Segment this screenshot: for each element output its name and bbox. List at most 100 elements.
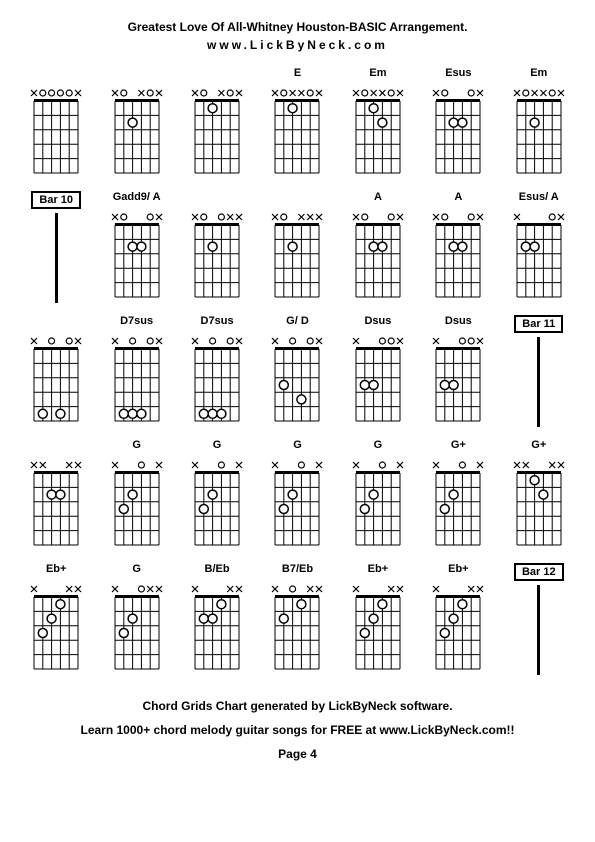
- chord-cell: Dsus: [342, 315, 414, 431]
- bar-label: Bar 11: [514, 315, 563, 333]
- chord-cell: [20, 315, 92, 431]
- chord-name: A: [454, 191, 462, 205]
- chord-cell: B7/Eb: [261, 563, 333, 679]
- website-url: www.LickByNeck.com: [20, 38, 575, 52]
- chord-diagram: [26, 83, 86, 183]
- chord-diagram: [348, 83, 408, 183]
- chord-diagram: [187, 207, 247, 307]
- chord-cell: [20, 439, 92, 555]
- chord-name: B7/Eb: [282, 563, 313, 577]
- chord-diagram: [187, 83, 247, 183]
- chord-diagram: [107, 83, 167, 183]
- chord-cell: Em: [342, 67, 414, 183]
- bar-divider-line: [55, 213, 58, 303]
- chord-name: E: [294, 67, 301, 81]
- chord-diagram: [107, 331, 167, 431]
- chord-cell: G: [181, 439, 253, 555]
- bar-divider-line: [537, 585, 540, 675]
- chord-diagram: [267, 331, 327, 431]
- chord-diagram: [428, 455, 488, 555]
- chord-cell: Bar 10: [20, 191, 92, 307]
- chord-name: D7sus: [201, 315, 234, 329]
- chord-diagram: [267, 207, 327, 307]
- chord-diagram: [348, 579, 408, 679]
- chord-diagram: [509, 83, 569, 183]
- chord-diagram: [187, 331, 247, 431]
- chord-diagram: [348, 207, 408, 307]
- chord-diagram: [428, 207, 488, 307]
- chord-cell: Bar 12: [503, 563, 575, 679]
- footer-line-1: Chord Grids Chart generated by LickByNec…: [20, 699, 575, 713]
- chord-name: G: [213, 439, 222, 453]
- chord-diagram: [509, 455, 569, 555]
- chord-name: Esus/ A: [519, 191, 559, 205]
- chord-name: A: [374, 191, 382, 205]
- chord-cell: Gadd9/ A: [100, 191, 172, 307]
- chord-cell: G: [100, 563, 172, 679]
- chord-diagram: [267, 455, 327, 555]
- chord-diagram: [428, 579, 488, 679]
- chord-cell: A: [422, 191, 494, 307]
- chord-cell: Eb+: [342, 563, 414, 679]
- chord-name: Dsus: [364, 315, 391, 329]
- chord-cell: Eb+: [422, 563, 494, 679]
- chord-cell: G: [342, 439, 414, 555]
- chord-name: G: [293, 439, 302, 453]
- chord-name: Em: [530, 67, 547, 81]
- chord-diagram: [107, 579, 167, 679]
- chord-cell: Esus: [422, 67, 494, 183]
- chord-cell: Em: [503, 67, 575, 183]
- chord-cell: Eb+: [20, 563, 92, 679]
- chord-cell: D7sus: [100, 315, 172, 431]
- chord-diagram: [348, 331, 408, 431]
- chord-cell: G+: [503, 439, 575, 555]
- chord-cell: Esus/ A: [503, 191, 575, 307]
- chord-cell: [181, 191, 253, 307]
- chord-cell: G/ D: [261, 315, 333, 431]
- chord-name: Eb+: [46, 563, 66, 577]
- chord-name: G: [132, 563, 141, 577]
- chord-diagram: [267, 83, 327, 183]
- chord-cell: Dsus: [422, 315, 494, 431]
- chord-name: Dsus: [445, 315, 472, 329]
- chord-name: G: [374, 439, 383, 453]
- chord-cell: A: [342, 191, 414, 307]
- chord-diagram: [187, 579, 247, 679]
- bar-label: Bar 10: [31, 191, 81, 209]
- chord-diagram: [26, 455, 86, 555]
- chord-cell: B/Eb: [181, 563, 253, 679]
- chord-cell: [261, 191, 333, 307]
- chord-cell: [20, 67, 92, 183]
- chord-cell: G: [100, 439, 172, 555]
- chord-diagram: [26, 579, 86, 679]
- bar-label: Bar 12: [514, 563, 564, 581]
- chord-name: Em: [369, 67, 386, 81]
- chord-diagram: [428, 331, 488, 431]
- chord-name: Eb+: [448, 563, 468, 577]
- chord-diagram: [187, 455, 247, 555]
- bar-divider-line: [537, 337, 540, 427]
- chord-name: B/Eb: [205, 563, 230, 577]
- chord-diagram: [107, 207, 167, 307]
- chord-diagram: [267, 579, 327, 679]
- chord-diagram: [348, 455, 408, 555]
- chord-diagram: [509, 207, 569, 307]
- page-number: Page 4: [20, 747, 575, 761]
- chord-grid-container: E Em Esus Em Bar 10 Gadd9/ A A A Esus/ A D7sus D7s…: [20, 67, 575, 679]
- chord-diagram: [428, 83, 488, 183]
- chord-cell: D7sus: [181, 315, 253, 431]
- chord-name: G: [132, 439, 141, 453]
- chord-cell: Bar 11: [503, 315, 575, 431]
- chord-cell: E: [261, 67, 333, 183]
- chord-name: Gadd9/ A: [113, 191, 161, 205]
- chord-diagram: [26, 331, 86, 431]
- chord-name: G+: [531, 439, 546, 453]
- chord-name: Eb+: [368, 563, 388, 577]
- chord-cell: G: [261, 439, 333, 555]
- chord-name: Esus: [445, 67, 471, 81]
- chord-diagram: [107, 455, 167, 555]
- footer-line-2: Learn 1000+ chord melody guitar songs fo…: [20, 723, 575, 737]
- chord-name: D7sus: [120, 315, 153, 329]
- chord-cell: G+: [422, 439, 494, 555]
- chord-cell: [181, 67, 253, 183]
